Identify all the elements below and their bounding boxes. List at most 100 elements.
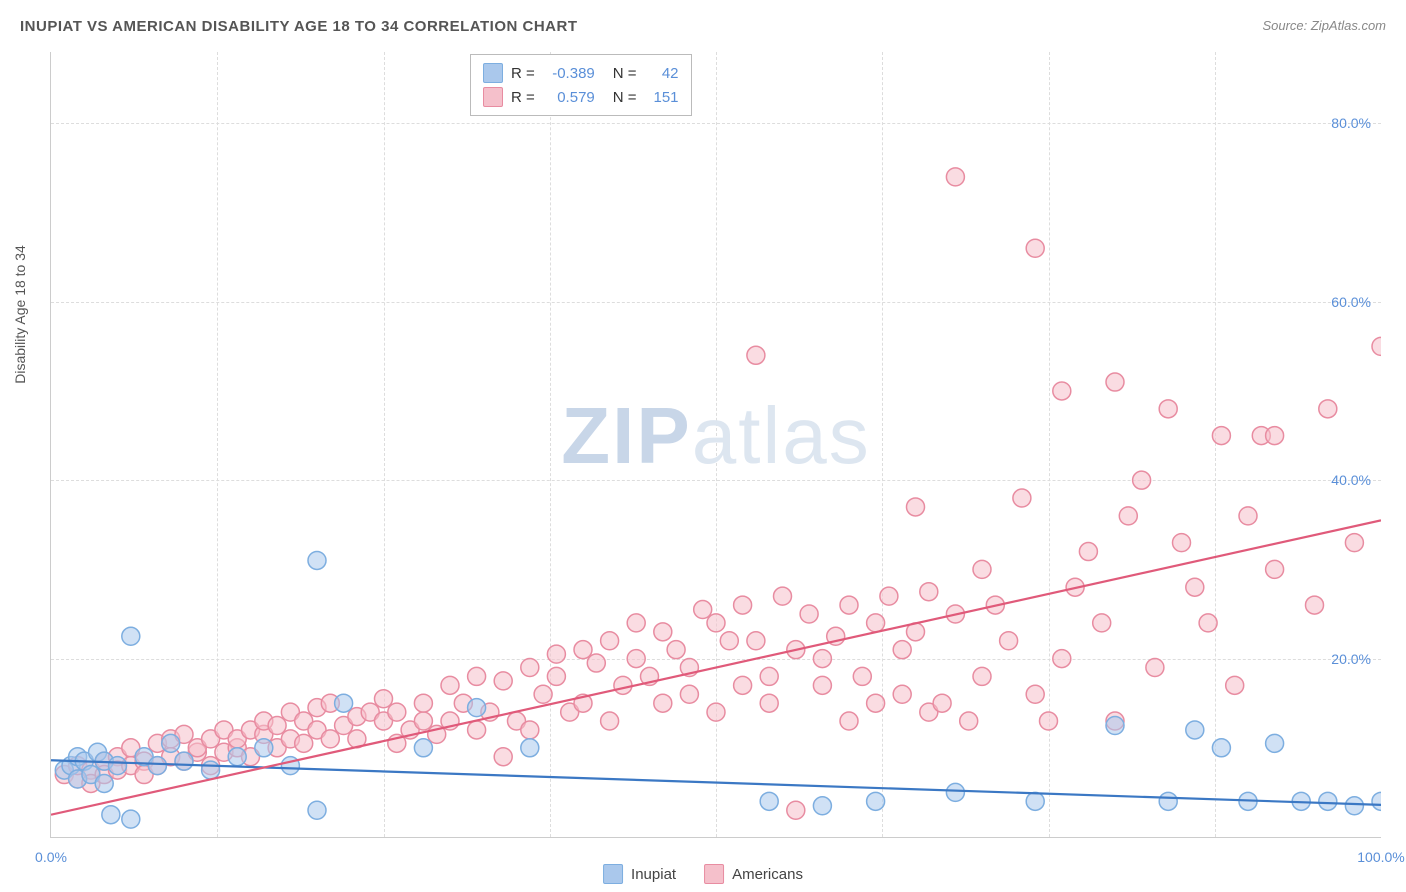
scatter-point <box>547 645 565 663</box>
scatter-point <box>122 627 140 645</box>
scatter-point <box>880 587 898 605</box>
scatter-point <box>268 716 286 734</box>
scatter-point <box>774 587 792 605</box>
trend-line <box>51 520 1381 814</box>
scatter-point <box>109 757 127 775</box>
scatter-point <box>587 654 605 672</box>
scatter-point <box>680 685 698 703</box>
legend-swatch <box>483 63 503 83</box>
scatter-point <box>414 694 432 712</box>
scatter-point <box>907 498 925 516</box>
scatter-point <box>813 797 831 815</box>
scatter-point <box>960 712 978 730</box>
scatter-point <box>1053 382 1071 400</box>
stats-r-value: -0.389 <box>543 65 595 82</box>
scatter-point <box>627 650 645 668</box>
scatter-point <box>1119 507 1137 525</box>
scatter-point <box>1345 797 1363 815</box>
scatter-point <box>295 734 313 752</box>
scatter-point <box>734 676 752 694</box>
scatter-point <box>521 659 539 677</box>
scatter-point <box>1133 471 1151 489</box>
chart-plot-area: ZIPatlas 20.0%40.0%60.0%80.0%0.0%100.0% <box>50 52 1381 838</box>
scatter-point <box>162 734 180 752</box>
scatter-svg <box>51 52 1381 837</box>
stats-r-value: 0.579 <box>543 89 595 106</box>
scatter-point <box>441 676 459 694</box>
scatter-point <box>1319 792 1337 810</box>
scatter-point <box>468 667 486 685</box>
scatter-point <box>1040 712 1058 730</box>
scatter-point <box>1173 534 1191 552</box>
scatter-point <box>1239 507 1257 525</box>
scatter-point <box>414 739 432 757</box>
scatter-point <box>614 676 632 694</box>
scatter-point <box>1000 632 1018 650</box>
scatter-point <box>1372 792 1381 810</box>
scatter-point <box>1199 614 1217 632</box>
scatter-point <box>920 583 938 601</box>
stats-n-label: N = <box>613 89 637 106</box>
scatter-point <box>1266 734 1284 752</box>
scatter-point <box>1026 685 1044 703</box>
scatter-point <box>720 632 738 650</box>
scatter-point <box>787 801 805 819</box>
scatter-point <box>494 672 512 690</box>
scatter-point <box>973 560 991 578</box>
scatter-point <box>494 748 512 766</box>
scatter-point <box>228 748 246 766</box>
scatter-point <box>1079 543 1097 561</box>
source-label: Source: ZipAtlas.com <box>1262 18 1386 33</box>
scatter-point <box>1306 596 1324 614</box>
scatter-point <box>747 346 765 364</box>
scatter-point <box>1026 239 1044 257</box>
stats-n-value: 42 <box>645 65 679 82</box>
scatter-point <box>148 757 166 775</box>
scatter-point <box>414 712 432 730</box>
scatter-point <box>1186 721 1204 739</box>
legend-swatch <box>704 864 724 884</box>
legend-label: Inupiat <box>631 866 676 883</box>
scatter-point <box>867 694 885 712</box>
scatter-point <box>867 792 885 810</box>
x-tick-label: 0.0% <box>35 849 67 865</box>
scatter-point <box>946 783 964 801</box>
bottom-legend: InupiatAmericans <box>603 864 803 884</box>
stats-n-label: N = <box>613 65 637 82</box>
scatter-point <box>175 752 193 770</box>
scatter-point <box>468 699 486 717</box>
scatter-point <box>1226 676 1244 694</box>
scatter-point <box>375 690 393 708</box>
scatter-point <box>1212 739 1230 757</box>
scatter-point <box>800 605 818 623</box>
scatter-point <box>627 614 645 632</box>
scatter-point <box>734 596 752 614</box>
scatter-point <box>202 761 220 779</box>
scatter-point <box>813 676 831 694</box>
scatter-point <box>946 168 964 186</box>
correlation-stats-box: R =-0.389N =42R =0.579N =151 <box>470 54 692 116</box>
scatter-point <box>654 623 672 641</box>
scatter-point <box>1372 337 1381 355</box>
scatter-point <box>760 667 778 685</box>
scatter-point <box>388 703 406 721</box>
scatter-point <box>321 730 339 748</box>
scatter-point <box>760 694 778 712</box>
scatter-point <box>521 739 539 757</box>
scatter-point <box>1146 659 1164 677</box>
scatter-point <box>1106 373 1124 391</box>
scatter-point <box>1159 400 1177 418</box>
scatter-point <box>760 792 778 810</box>
scatter-point <box>255 739 273 757</box>
scatter-point <box>1319 400 1337 418</box>
scatter-point <box>468 721 486 739</box>
scatter-point <box>1345 534 1363 552</box>
stats-n-value: 151 <box>645 89 679 106</box>
scatter-point <box>601 632 619 650</box>
stats-row: R =0.579N =151 <box>483 85 679 109</box>
scatter-point <box>813 650 831 668</box>
scatter-point <box>1106 716 1124 734</box>
scatter-point <box>521 721 539 739</box>
scatter-point <box>1093 614 1111 632</box>
legend-swatch <box>483 87 503 107</box>
